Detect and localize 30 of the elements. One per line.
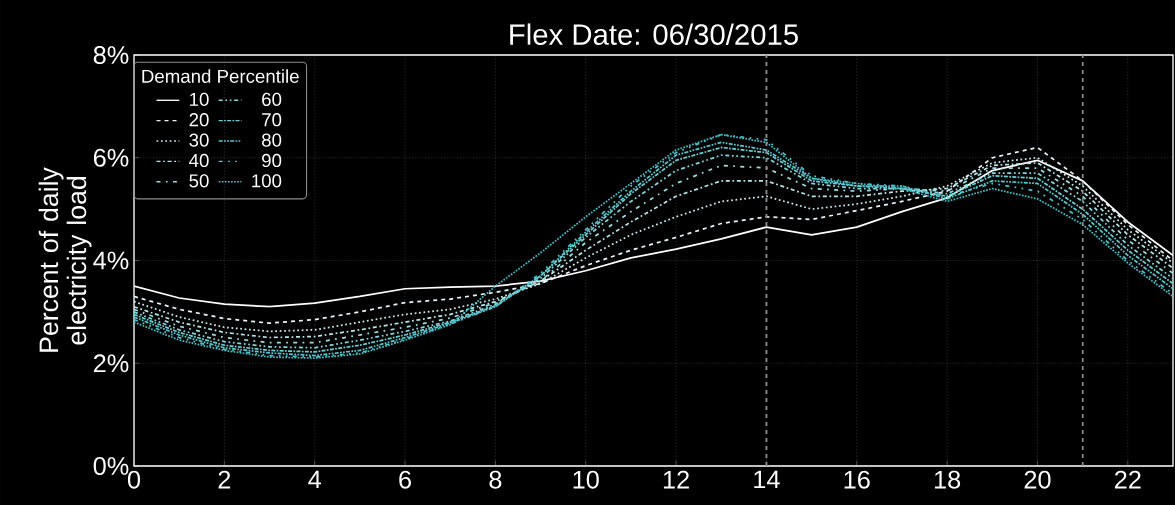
legend-label: 50 bbox=[189, 174, 209, 188]
x-tick-label: 10 bbox=[573, 470, 599, 489]
x-tick-label: 0 bbox=[127, 470, 141, 489]
y-tick-label: 2% bbox=[93, 354, 129, 373]
y-tick-label: 0% bbox=[93, 457, 129, 475]
legend-label: 100 bbox=[252, 174, 282, 188]
legend-label: 80 bbox=[262, 133, 282, 147]
x-tick-label: 14 bbox=[754, 470, 780, 489]
legend-label: 70 bbox=[262, 113, 282, 127]
legend-label: 60 bbox=[262, 92, 282, 106]
y-tick-label: 8% bbox=[93, 46, 129, 64]
legend-label: 20 bbox=[189, 113, 209, 127]
x-tick-label: 22 bbox=[1115, 470, 1141, 489]
x-tick-label: 2 bbox=[218, 470, 231, 489]
x-tick-label: 8 bbox=[489, 470, 502, 489]
chart-title: Flex Date: 06/30/2015 bbox=[510, 23, 798, 45]
x-tick-label: 20 bbox=[1024, 470, 1051, 489]
legend-label: 90 bbox=[262, 153, 282, 168]
legend-label: 40 bbox=[189, 153, 209, 168]
legend-label: 10 bbox=[190, 92, 209, 106]
x-tick-label: 4 bbox=[308, 470, 321, 489]
y-tick-label: 4% bbox=[93, 251, 129, 270]
legend-title: Demand Percentile bbox=[142, 69, 299, 83]
x-tick-label: 18 bbox=[934, 470, 961, 489]
legend-label: 30 bbox=[189, 133, 209, 147]
y-tick-label: 6% bbox=[93, 148, 129, 167]
x-tick-label: 16 bbox=[844, 470, 870, 489]
x-tick-label: 12 bbox=[663, 470, 689, 489]
y-axis-title: Percent of daily electricity load bbox=[38, 167, 92, 352]
x-tick-label: 6 bbox=[399, 470, 411, 489]
